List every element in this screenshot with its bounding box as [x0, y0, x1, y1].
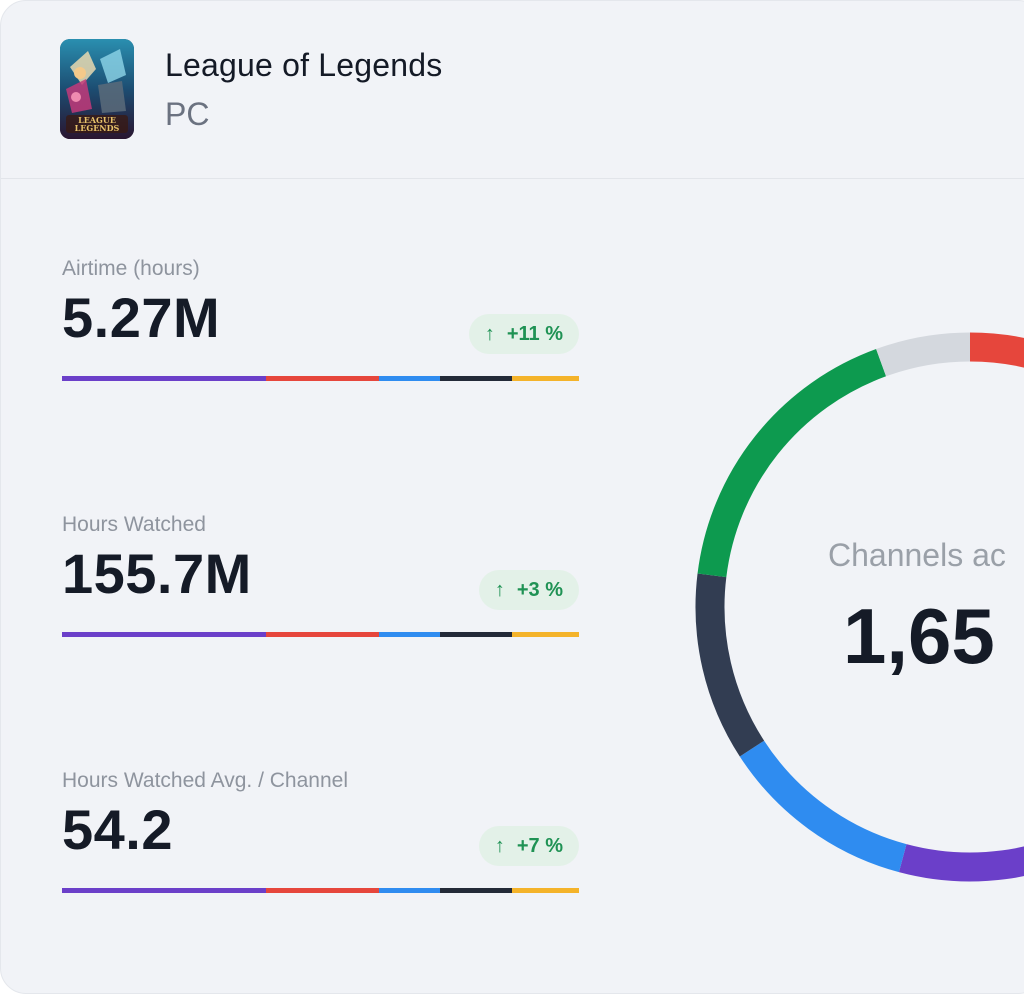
bar-segment-5	[512, 376, 579, 381]
change-value: +7 %	[516, 834, 563, 857]
bar-segment-4	[439, 376, 513, 381]
donut-segment-2	[898, 844, 1024, 882]
metric-label: Hours Watched	[62, 513, 206, 536]
donut-center-label: Channels ac	[828, 537, 1006, 573]
bar-segment-3	[378, 888, 440, 893]
bar-segment-5	[512, 888, 579, 893]
game-platform: PC	[165, 96, 210, 132]
metric-value: 54.2	[62, 798, 173, 861]
league-of-legends-cover-icon: LEAGUE LEGENDS	[60, 39, 134, 139]
breakdown-bar	[62, 888, 579, 893]
breakdown-bar	[62, 632, 579, 637]
metric-value: 5.27M	[62, 286, 221, 349]
breakdown-bar	[62, 376, 579, 381]
channels-donut-chart	[691, 331, 1024, 891]
bar-segment-4	[439, 632, 513, 637]
card-header: LEAGUE LEGENDS League of Legends PC	[1, 1, 1024, 179]
change-badge: ↑ +11 %	[468, 314, 579, 354]
donut-ring	[695, 332, 1024, 882]
game-cover-image: LEAGUE LEGENDS	[60, 39, 134, 139]
metric-hours-watched-avg-channel: Hours Watched Avg. / Channel 54.2 ↑ +7 %	[62, 769, 579, 899]
bar-segment-3	[378, 632, 440, 637]
donut-segment-6	[876, 332, 971, 377]
svg-text:LEAGUE: LEAGUE	[78, 115, 116, 125]
arrow-up-icon: ↑	[494, 834, 505, 857]
arrow-up-icon: ↑	[494, 578, 505, 601]
metric-label: Hours Watched Avg. / Channel	[62, 769, 348, 792]
metric-label: Airtime (hours)	[62, 257, 200, 280]
donut-segment-5	[697, 349, 887, 578]
donut-center-value: 1,65	[843, 592, 995, 680]
change-badge: ↑ +7 %	[478, 826, 579, 866]
change-badge: ↑ +3 %	[478, 570, 579, 610]
change-value: +11 %	[506, 322, 563, 345]
bar-segment-1	[62, 632, 267, 637]
game-title: League of Legends	[165, 47, 443, 83]
bar-segment-3	[378, 376, 440, 381]
bar-segment-4	[439, 888, 513, 893]
bar-segment-5	[512, 632, 579, 637]
bar-segment-2	[266, 632, 379, 637]
metric-value: 155.7M	[62, 542, 252, 605]
donut-segment-3	[739, 740, 907, 873]
metric-airtime: Airtime (hours) 5.27M ↑ +11 %	[62, 257, 579, 387]
svg-text:LEGENDS: LEGENDS	[75, 123, 120, 133]
bar-segment-2	[266, 888, 379, 893]
bar-segment-1	[62, 888, 267, 893]
donut-segment-1	[969, 332, 1024, 368]
bar-segment-2	[266, 376, 379, 381]
metric-hours-watched: Hours Watched 155.7M ↑ +3 %	[62, 513, 579, 643]
change-value: +3 %	[516, 578, 563, 601]
bar-segment-1	[62, 376, 267, 381]
donut-segment-4	[695, 573, 765, 757]
arrow-up-icon: ↑	[484, 322, 495, 345]
